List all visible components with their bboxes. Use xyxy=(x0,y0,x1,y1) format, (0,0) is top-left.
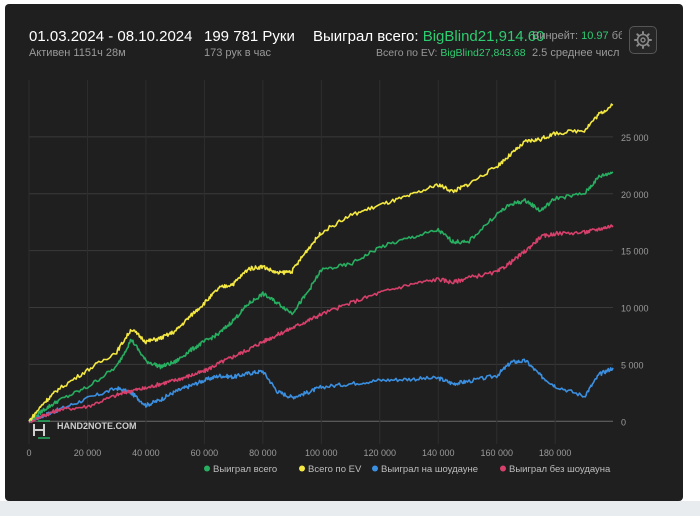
y-tick-label: 25 000 xyxy=(621,133,649,143)
won-value: BigBlind21,914.60 xyxy=(422,28,545,45)
legend-label: Выиграл всего xyxy=(213,464,277,475)
x-tick-label: 80 000 xyxy=(249,448,277,458)
settings-button[interactable] xyxy=(629,26,657,54)
legend-label: Выиграл без шоудауна xyxy=(509,464,611,475)
y-tick-label: 0 xyxy=(621,417,626,427)
gear-icon xyxy=(634,31,652,49)
chart-panel: 01.03.2024 - 08.10.2024 Активен 1151ч 28… xyxy=(5,4,683,501)
h2n-logo-icon xyxy=(33,420,50,439)
won-label: Выиграл всего: xyxy=(313,28,419,45)
series-line xyxy=(28,358,614,423)
x-tick-label: 100 000 xyxy=(305,448,338,458)
legend-marker xyxy=(500,465,506,472)
bottom-bar xyxy=(0,501,700,516)
winrate-label: Винрейт: xyxy=(532,30,579,42)
legend-label: Всего по EV xyxy=(308,464,362,475)
x-tick-label: 40 000 xyxy=(132,448,160,458)
won-total: Выиграл всего: BigBlind21,914.60 xyxy=(313,28,544,45)
winrate: Винрейт: 10.97 бб xyxy=(532,30,622,42)
winrate-value: 10.97 xyxy=(581,30,609,42)
x-tick-label: 160 000 xyxy=(480,448,513,458)
x-tick-label: 0 xyxy=(26,448,31,458)
hands-per-hour: 173 рук в час xyxy=(204,47,272,59)
x-tick-label: 20 000 xyxy=(74,448,102,458)
series-line xyxy=(28,103,614,422)
watermark: HAND2NOTE.COM xyxy=(33,420,137,439)
winrate-box: Винрейт: 10.97 бб 2.5 среднее числ xyxy=(532,28,622,68)
date-range[interactable]: 01.03.2024 - 08.10.2024 xyxy=(29,28,193,45)
y-tick-label: 15 000 xyxy=(621,247,649,257)
y-tick-label: 20 000 xyxy=(621,190,649,200)
y-tick-label: 5 000 xyxy=(621,360,644,370)
line-chart: 0 5 000 10 000 15 000 20 000 25 000 0 20 000 40 … xyxy=(26,80,649,475)
watermark-text: HAND2NOTE.COM xyxy=(57,421,137,431)
ev-value: BigBlind27,843.68 xyxy=(440,47,526,59)
ev-total: Всего по EV: BigBlind27,843.68 xyxy=(376,47,526,59)
page-margin xyxy=(683,0,700,501)
y-tick-label: 10 000 xyxy=(621,304,649,314)
legend-label: Выиграл на шоудауне xyxy=(381,464,478,475)
ev-label: Всего по EV: xyxy=(376,47,438,59)
x-tick-label: 120 000 xyxy=(364,448,397,458)
legend-marker xyxy=(299,465,305,472)
avg-number: 2.5 среднее числ xyxy=(532,47,620,59)
active-time: Активен 1151ч 28м xyxy=(29,47,126,59)
hands-count: 199 781 Руки xyxy=(204,28,295,45)
legend-marker xyxy=(372,465,378,472)
x-tick-label: 180 000 xyxy=(539,448,572,458)
series-line xyxy=(28,224,614,424)
legend-marker xyxy=(204,465,210,472)
x-tick-label: 60 000 xyxy=(191,448,219,458)
winrate-unit: бб xyxy=(611,30,622,42)
x-tick-label: 140 000 xyxy=(422,448,455,458)
series-line xyxy=(28,171,614,423)
